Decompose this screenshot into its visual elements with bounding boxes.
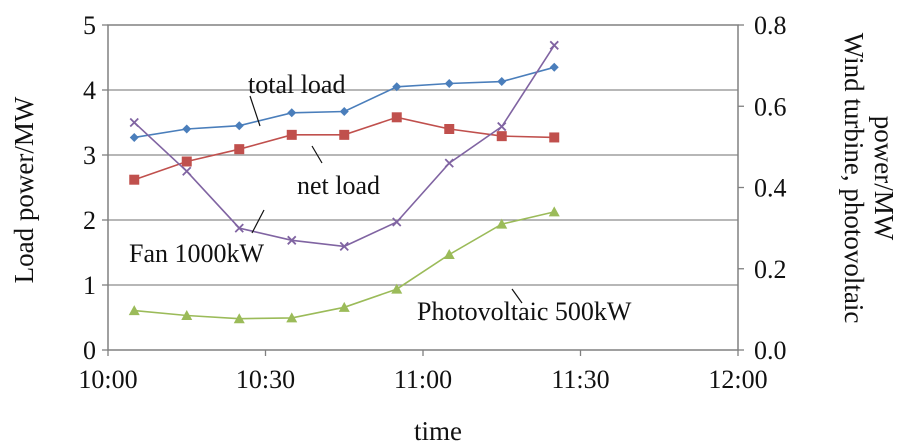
point-total-load-5 bbox=[392, 82, 402, 92]
point-fan-1000kw-0 bbox=[129, 117, 139, 128]
point-photovoltaic-500kw-6 bbox=[443, 249, 455, 260]
annotation-fan-leader bbox=[251, 209, 265, 234]
annotation-fan: Fan 1000kW bbox=[129, 209, 265, 268]
point-net-load-6 bbox=[444, 124, 455, 134]
x-tick-label-1: 10:30 bbox=[236, 365, 295, 394]
point-fan-1000kw-4 bbox=[339, 241, 349, 252]
point-total-load-0 bbox=[129, 132, 139, 142]
y-left-tick-label-1: 1 bbox=[83, 271, 96, 300]
x-tick-label-0: 10:00 bbox=[78, 365, 137, 394]
series-layer bbox=[128, 40, 560, 324]
annotation-photovoltaic-leader bbox=[511, 288, 523, 304]
x-tick-label-2: 11:00 bbox=[394, 365, 452, 394]
point-fan-1000kw-8 bbox=[549, 40, 559, 50]
annotation-total-load: total load bbox=[248, 70, 345, 127]
annotation-photovoltaic: Photovoltaic 500kW bbox=[417, 288, 632, 326]
point-net-load-3 bbox=[286, 129, 297, 140]
point-photovoltaic-500kw-5 bbox=[391, 283, 403, 294]
y-left-tick-label-0: 0 bbox=[83, 336, 96, 365]
y-left-tick-label-4: 4 bbox=[83, 76, 96, 105]
y-left-tick-label-5: 5 bbox=[83, 11, 96, 40]
y-left-tick-label-2: 2 bbox=[83, 206, 96, 235]
point-total-load-2 bbox=[234, 121, 244, 131]
point-fan-1000kw-1 bbox=[182, 166, 192, 176]
series-total-load bbox=[129, 62, 559, 142]
point-fan-1000kw-3 bbox=[287, 235, 297, 245]
annotation-total-load-label: total load bbox=[248, 70, 345, 99]
y-axis-left-title: Load power/MW bbox=[9, 96, 39, 283]
point-photovoltaic-500kw-4 bbox=[338, 301, 350, 312]
x-axis-title: time bbox=[414, 416, 462, 445]
point-fan-1000kw-5 bbox=[392, 217, 402, 227]
point-net-load-8 bbox=[549, 132, 560, 143]
point-photovoltaic-500kw-0 bbox=[128, 305, 140, 316]
y-right-tick-label-3: 0.6 bbox=[754, 92, 787, 121]
y-right-tick-label-2: 0.4 bbox=[754, 174, 787, 203]
y-axis-right-title-line-1: Wind turbine, photovoltaic bbox=[839, 33, 869, 324]
series-fan-1000kw bbox=[129, 40, 559, 252]
annotation-net-load-label: net load bbox=[297, 171, 380, 200]
point-photovoltaic-500kw-3 bbox=[286, 312, 298, 323]
point-net-load-2 bbox=[234, 144, 245, 155]
point-photovoltaic-500kw-7 bbox=[496, 218, 508, 229]
point-total-load-3 bbox=[287, 108, 297, 118]
series-photovoltaic-500kw bbox=[128, 206, 560, 324]
point-total-load-8 bbox=[549, 62, 559, 72]
point-net-load-1 bbox=[181, 156, 192, 167]
point-net-load-0 bbox=[129, 174, 140, 185]
point-total-load-6 bbox=[444, 79, 454, 88]
point-net-load-7 bbox=[496, 131, 507, 142]
annotation-fan-label: Fan 1000kW bbox=[129, 239, 265, 268]
y-axis-right-title-line-2: power/MW bbox=[869, 116, 899, 241]
annotation-total-load-leader bbox=[249, 95, 261, 127]
y-right-tick-label-1: 0.2 bbox=[754, 255, 787, 284]
point-net-load-4 bbox=[339, 129, 350, 140]
point-fan-1000kw-6 bbox=[444, 158, 454, 168]
point-photovoltaic-500kw-1 bbox=[181, 309, 193, 320]
series-net-load bbox=[129, 112, 560, 185]
y-right-tick-label-4: 0.8 bbox=[754, 11, 787, 40]
point-total-load-7 bbox=[497, 77, 507, 87]
x-tick-label-4: 12:00 bbox=[708, 365, 767, 394]
point-fan-1000kw-2 bbox=[234, 223, 244, 233]
annotation-net-load: net load bbox=[297, 145, 380, 200]
point-net-load-5 bbox=[391, 112, 402, 123]
y-left-tick-label-3: 3 bbox=[83, 141, 96, 170]
point-photovoltaic-500kw-8 bbox=[548, 206, 560, 217]
x-tick-label-3: 11:30 bbox=[551, 365, 609, 394]
point-total-load-4 bbox=[339, 106, 349, 116]
point-photovoltaic-500kw-2 bbox=[233, 313, 245, 324]
annotation-net-load-leader bbox=[311, 145, 323, 164]
point-total-load-1 bbox=[182, 124, 192, 134]
point-fan-1000kw-7 bbox=[497, 121, 507, 132]
y-right-tick-label-0: 0.0 bbox=[754, 336, 787, 365]
annotation-photovoltaic-label: Photovoltaic 500kW bbox=[417, 297, 632, 326]
tick-labels: 0 1 2 3 4 5 0.0 0.2 0.4 0.6 0.8 10:00 10:30 11:00 11:3… bbox=[78, 11, 786, 394]
axis-ticks bbox=[102, 24, 744, 356]
